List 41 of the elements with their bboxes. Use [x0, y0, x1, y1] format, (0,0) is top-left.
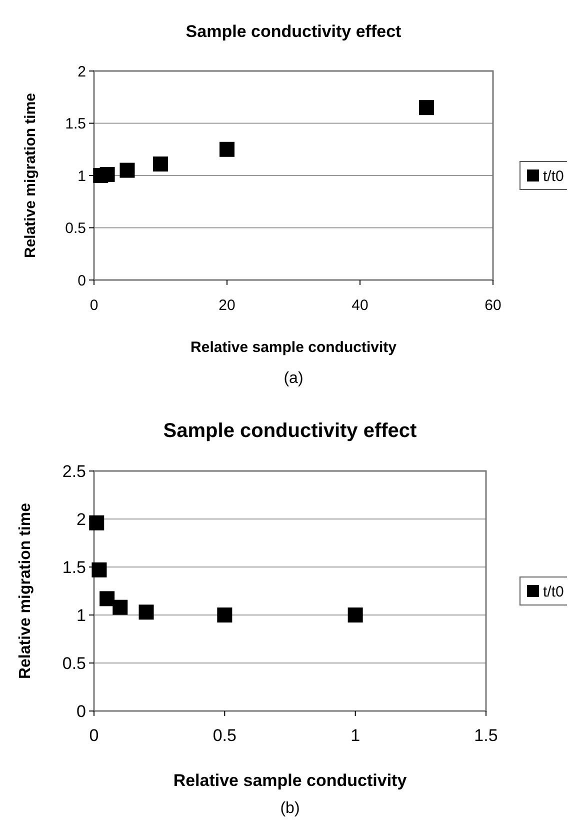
x-tick-label: 60 [484, 297, 502, 314]
y-tick-label: 0.5 [62, 654, 86, 673]
y-axis-title: Relative migration time [17, 502, 34, 680]
y-tick-label: 0 [76, 702, 86, 721]
x-tick-label: 40 [352, 297, 368, 314]
text: (b) [280, 800, 300, 817]
chart-title: Sample conductivity effect [163, 420, 418, 442]
y-tick-label: 2 [76, 510, 86, 529]
y-tick-label: 1 [78, 168, 86, 185]
point [217, 608, 232, 622]
y-tick-label: 1 [76, 606, 86, 625]
text: (a) [284, 370, 304, 387]
y-tick-label: 2 [78, 63, 86, 80]
x-axis-title: Relative sample conductivity [173, 771, 408, 790]
point [100, 591, 115, 606]
point [93, 168, 108, 183]
point [153, 156, 168, 172]
y-tick-label: 1.5 [65, 116, 86, 132]
x-axis-title: Relative sample conductivity [190, 339, 398, 356]
legend-label: t/t0 [543, 168, 564, 185]
y-tick-label: 0 [78, 272, 86, 290]
point [92, 562, 107, 578]
point [220, 142, 234, 157]
x-tick-label: 0 [89, 726, 99, 745]
chart-title: Sample conductivity effect [186, 22, 402, 41]
y-axis-title: Relative migration time [22, 92, 39, 258]
point [89, 515, 104, 530]
point [138, 604, 154, 620]
x-tick-label: 1 [350, 726, 360, 745]
x-tick-label: 1.5 [474, 726, 498, 745]
point [120, 162, 135, 178]
x-tick-label: 20 [218, 297, 236, 314]
y-tick-label: 2.5 [62, 462, 86, 481]
point [419, 100, 434, 116]
x-tick-label: 0 [90, 297, 98, 314]
y-tick-label: 0.5 [65, 220, 86, 237]
legend-label: t/t0 [543, 583, 564, 600]
x-tick-label: 0.5 [212, 726, 236, 745]
point [112, 600, 128, 615]
point [348, 608, 363, 622]
y-tick-label: 1.5 [62, 558, 86, 577]
